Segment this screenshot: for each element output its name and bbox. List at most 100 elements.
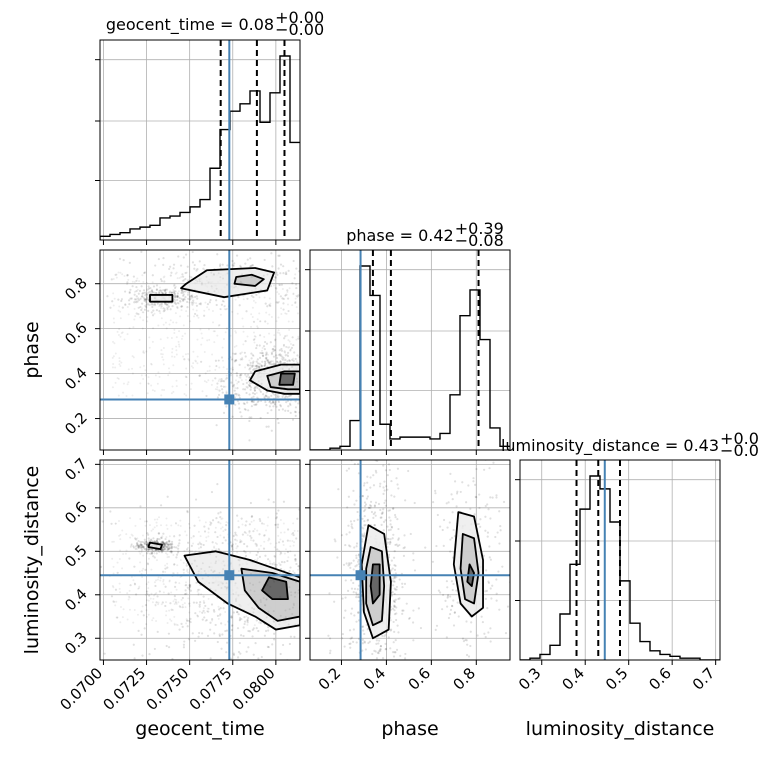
sample-point xyxy=(119,591,122,594)
sample-point xyxy=(185,548,189,551)
sample-point xyxy=(368,640,371,643)
sample-point xyxy=(130,544,133,547)
sample-point xyxy=(168,539,171,542)
sample-point xyxy=(281,395,284,398)
sample-point xyxy=(478,506,481,510)
sample-point xyxy=(255,392,258,395)
sample-point xyxy=(294,273,297,276)
sample-point xyxy=(315,392,317,394)
sample-point xyxy=(278,623,281,626)
sample-point xyxy=(237,613,240,616)
sample-point xyxy=(257,657,260,660)
sample-point xyxy=(451,588,454,592)
sample-point xyxy=(214,541,217,544)
sample-point xyxy=(129,517,132,520)
sample-point xyxy=(188,587,191,590)
sample-point xyxy=(392,580,395,583)
sample-point xyxy=(288,642,291,646)
sample-point xyxy=(259,320,262,323)
sample-point xyxy=(178,628,181,631)
sample-point xyxy=(119,310,122,313)
sample-point xyxy=(179,264,183,267)
sample-point xyxy=(274,523,277,526)
sample-point xyxy=(485,684,487,686)
sample-point xyxy=(207,607,210,610)
sample-point xyxy=(162,358,165,361)
sample-point xyxy=(238,407,241,410)
sample-point xyxy=(393,605,396,608)
sample-point xyxy=(210,383,213,386)
sample-point xyxy=(165,644,168,648)
sample-point xyxy=(295,294,298,297)
sample-point xyxy=(319,360,321,362)
sample-point xyxy=(147,581,150,584)
sample-point xyxy=(158,516,161,519)
sample-point xyxy=(363,632,366,636)
sample-point xyxy=(240,517,243,520)
sample-point xyxy=(307,379,309,381)
sample-point xyxy=(209,521,212,524)
sample-point xyxy=(464,638,467,642)
sample-point xyxy=(279,563,282,566)
sample-point xyxy=(222,296,225,299)
sample-point xyxy=(151,290,154,293)
sample-point xyxy=(254,386,257,389)
sample-point xyxy=(233,360,236,363)
sample-point xyxy=(495,592,498,595)
sample-point xyxy=(251,392,255,395)
sample-point xyxy=(138,550,141,553)
sample-point xyxy=(250,325,253,328)
sample-point xyxy=(242,330,245,333)
sample-point xyxy=(146,592,149,595)
sample-point xyxy=(272,278,275,281)
sample-point xyxy=(153,302,156,306)
sample-point xyxy=(133,318,136,321)
sample-point xyxy=(153,540,156,543)
sample-point xyxy=(295,581,298,584)
sample-point xyxy=(307,375,309,377)
sample-point xyxy=(193,267,196,270)
contour-level-3 xyxy=(278,372,296,386)
sample-point xyxy=(347,495,350,498)
sample-point xyxy=(327,646,329,648)
sample-point xyxy=(263,296,266,299)
sample-point xyxy=(244,339,247,343)
sample-point xyxy=(317,393,319,395)
sample-point xyxy=(286,362,289,365)
sample-point xyxy=(224,331,227,334)
sample-point xyxy=(348,562,351,565)
sample-point xyxy=(234,359,238,362)
sample-point xyxy=(256,364,259,368)
sample-point xyxy=(121,616,124,619)
sample-point xyxy=(474,495,477,498)
sample-point xyxy=(288,402,292,405)
sample-point xyxy=(162,323,165,326)
sample-point xyxy=(142,377,145,380)
sample-point xyxy=(129,545,132,548)
sample-point xyxy=(268,361,271,364)
sample-point xyxy=(160,550,164,553)
sample-point xyxy=(221,300,225,303)
sample-point xyxy=(361,638,364,641)
sample-point xyxy=(286,577,289,580)
sample-point xyxy=(357,595,360,599)
sample-point xyxy=(136,277,139,280)
sample-point xyxy=(284,358,287,361)
sample-point xyxy=(187,352,190,355)
sample-point xyxy=(240,283,243,286)
sample-point xyxy=(213,610,216,613)
sample-point xyxy=(330,343,332,345)
sample-point xyxy=(282,265,285,268)
sample-point xyxy=(398,597,401,600)
sample-point xyxy=(155,539,159,542)
sample-point xyxy=(135,538,138,541)
sample-point xyxy=(235,547,238,550)
sample-point xyxy=(146,543,149,546)
sample-point xyxy=(237,520,240,523)
sample-point xyxy=(319,601,321,603)
sample-point xyxy=(200,593,203,596)
sample-point xyxy=(121,567,124,570)
sample-point xyxy=(287,309,290,313)
sample-point xyxy=(245,615,248,618)
sample-point xyxy=(256,366,259,369)
